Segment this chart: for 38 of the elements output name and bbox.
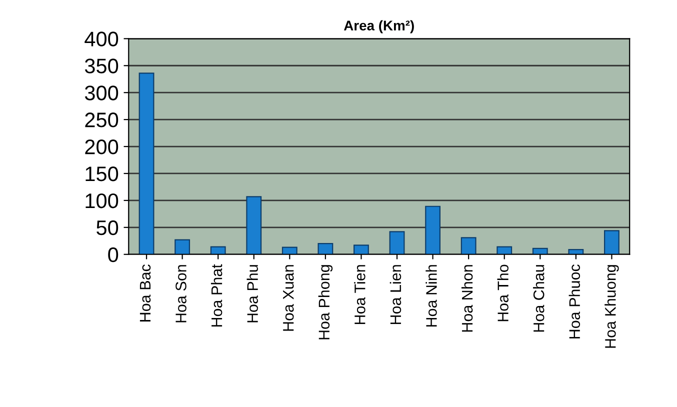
y-tick-label: 250 [85, 112, 118, 128]
x-tick-label: Hoa Phat [210, 264, 222, 327]
y-tick-label: 150 [86, 166, 118, 182]
x-tick-label: Hoa Khuong [604, 265, 619, 348]
y-tick-label: 0 [108, 247, 118, 262]
x-tick-label: Hoa Phu [246, 265, 258, 322]
bar [460, 237, 476, 254]
y-tick-label: 400 [84, 32, 118, 46]
bar [174, 239, 190, 254]
y-tick-label: 200 [85, 140, 118, 154]
bar [138, 72, 154, 254]
x-tick-label: Hoa Ninh [426, 265, 437, 327]
x-tick-label: Hoa Bac [140, 264, 151, 322]
bar [210, 246, 226, 254]
bar [318, 243, 334, 254]
y-tick-label: 50 [96, 220, 118, 236]
bar [496, 246, 512, 254]
x-tick-label: Hoa Phuoc [568, 264, 580, 338]
bar [389, 231, 405, 254]
x-tick-label: Hoa Phong [318, 265, 333, 340]
x-tick-label: Hoa Nhon [461, 265, 473, 332]
bar [246, 196, 262, 254]
y-tick-label: 350 [84, 58, 118, 74]
x-tick-label: Hoa Xuan [283, 265, 294, 331]
bar [532, 248, 548, 254]
y-tick-label: 300 [84, 86, 118, 100]
x-tick-label: Hoa Lien [390, 265, 402, 324]
bar [282, 246, 298, 254]
bar [354, 244, 369, 254]
bar [604, 230, 620, 254]
x-tick-label: Hoa Tho [497, 264, 508, 322]
bar [425, 206, 441, 254]
y-tick-label: 100 [86, 193, 118, 208]
x-tick-label: Hoa Son [176, 265, 186, 322]
chart-title: Area (Km²) [344, 20, 414, 34]
x-tick-label: Hoa Tien [354, 265, 366, 324]
bar [568, 248, 584, 254]
x-tick-label: Hoa Chau [533, 265, 544, 332]
